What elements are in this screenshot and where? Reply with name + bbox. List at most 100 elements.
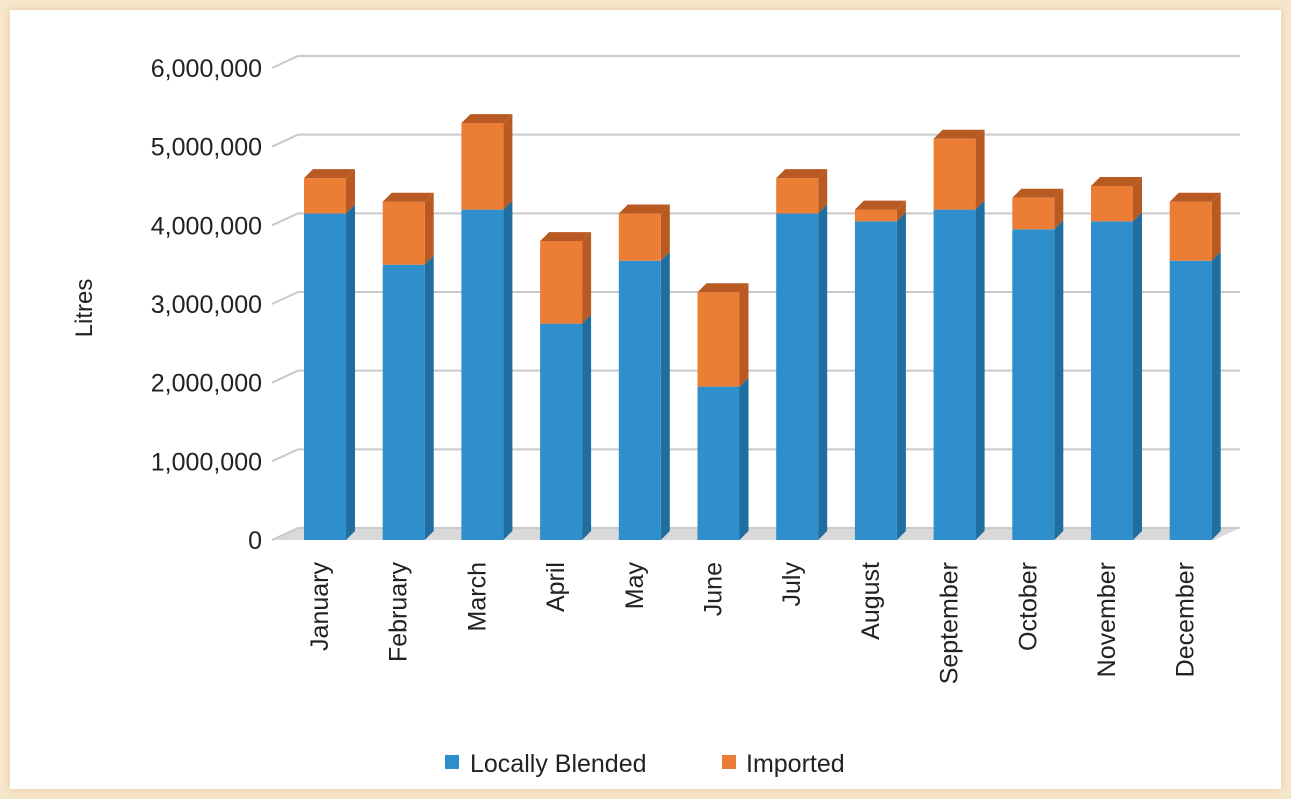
y-axis-ticks: 0 1,000,000 2,000,000 3,000,000 4,000,000 5,0… xyxy=(151,55,262,555)
bar-locally-blended-side xyxy=(1211,251,1221,540)
bar-locally-blended-side xyxy=(582,314,592,540)
bar-locally-blended xyxy=(304,204,355,541)
bar-imported-front xyxy=(854,209,897,222)
x-tick-label: October xyxy=(1014,562,1042,651)
legend-swatch-imported xyxy=(722,755,736,769)
bar-locally-blended-front xyxy=(776,213,819,541)
y-tick-label: 2,000,000 xyxy=(151,370,262,398)
chart-floor xyxy=(272,528,1240,540)
bar-imported-front xyxy=(461,123,504,210)
bar-locally-blended-side xyxy=(424,255,434,540)
legend: Locally Blended Imported xyxy=(445,750,845,778)
bar-imported xyxy=(933,129,985,210)
bar-imported-side xyxy=(346,169,355,214)
bar-imported-side xyxy=(582,232,592,324)
x-tick-label: September xyxy=(936,562,964,684)
bar-locally-blended-side xyxy=(1054,220,1064,540)
bar-imported-side xyxy=(1054,188,1064,230)
gridline xyxy=(271,291,1240,305)
legend-label-locally-blended: Locally Blended xyxy=(470,750,647,778)
bar-imported-top xyxy=(461,114,513,124)
bar-imported xyxy=(304,169,355,214)
x-tick-label: March xyxy=(463,562,491,631)
bar-locally-blended xyxy=(854,212,906,540)
bar-imported-side xyxy=(896,200,906,222)
bar-imported-top xyxy=(618,204,670,214)
y-tick-label: 1,000,000 xyxy=(151,448,262,476)
x-tick-label: May xyxy=(621,562,649,610)
bar-locally-blended-side xyxy=(975,200,985,540)
y-tick-label: 4,000,000 xyxy=(151,212,262,240)
bar-imported-top xyxy=(382,192,434,202)
bar-imported-side xyxy=(818,169,828,214)
x-tick-label: January xyxy=(306,562,334,651)
bar-locally-blended-front xyxy=(1091,221,1133,540)
bar-imported-side xyxy=(1211,192,1221,261)
bar-imported xyxy=(461,114,513,210)
bar-locally-blended-front xyxy=(618,260,661,540)
bar-locally-blended xyxy=(618,251,670,540)
bar-locally-blended xyxy=(1169,251,1221,540)
bar-locally-blended-side xyxy=(346,204,355,541)
bar-imported-top xyxy=(933,129,985,139)
bar-locally-blended-front xyxy=(461,209,504,540)
bar-imported-front xyxy=(1091,186,1133,222)
bar-imported xyxy=(618,204,670,261)
bar-locally-blended xyxy=(933,200,985,540)
bar-imported-front xyxy=(382,201,425,265)
bar-locally-blended-side xyxy=(818,204,828,541)
bar-locally-blended-side xyxy=(660,251,670,540)
bar-imported-front xyxy=(1169,201,1212,261)
bar-imported-side xyxy=(503,114,513,210)
gridline xyxy=(271,212,1240,227)
x-tick-label: April xyxy=(542,562,570,612)
y-tick-label: 5,000,000 xyxy=(151,134,262,162)
bar-locally-blended-front xyxy=(540,323,583,540)
bar-locally-blended-side xyxy=(503,200,513,540)
bar-imported-top xyxy=(1169,192,1221,202)
bar-imported xyxy=(1012,188,1064,230)
legend-swatch-locally-blended xyxy=(445,755,459,769)
bar-imported-top xyxy=(697,283,749,293)
bar-locally-blended-front xyxy=(1169,260,1212,540)
x-tick-label: December xyxy=(1172,562,1200,677)
bar-locally-blended-front xyxy=(304,213,346,541)
bars-layer xyxy=(304,114,1221,541)
bar-imported-front xyxy=(304,178,346,214)
bar-imported-front xyxy=(618,213,661,261)
y-tick-label: 0 xyxy=(248,527,262,555)
bar-imported-top xyxy=(304,169,355,179)
x-tick-label: June xyxy=(700,562,728,616)
bar-imported-front xyxy=(1012,197,1055,230)
gridline xyxy=(271,55,1240,69)
gridline xyxy=(271,369,1240,384)
bar-imported-front xyxy=(697,292,740,387)
bar-locally-blended-front xyxy=(854,221,897,540)
bar-imported-front xyxy=(933,138,976,210)
gridline xyxy=(271,133,1240,148)
legend-label-imported: Imported xyxy=(746,750,845,778)
y-tick-label: 6,000,000 xyxy=(151,55,262,83)
x-tick-label: July xyxy=(778,562,806,607)
gridline xyxy=(271,527,1240,541)
bar-imported xyxy=(697,283,749,387)
y-tick-label: 3,000,000 xyxy=(151,291,262,319)
bar-imported xyxy=(382,192,434,265)
bar-imported-top xyxy=(1091,177,1142,186)
bar-locally-blended-front xyxy=(933,209,976,540)
bar-locally-blended xyxy=(1091,212,1142,540)
bar-locally-blended-side xyxy=(739,377,749,540)
bar-imported-top xyxy=(776,169,828,179)
bar-locally-blended-front xyxy=(1012,229,1055,540)
x-tick-label: November xyxy=(1093,562,1121,677)
bar-locally-blended xyxy=(1012,220,1064,540)
grid-layer xyxy=(271,55,1240,541)
bar-imported-top xyxy=(854,200,906,210)
bar-imported-side xyxy=(424,192,434,265)
bar-imported-front xyxy=(540,241,583,324)
bar-locally-blended xyxy=(461,200,513,540)
bar-locally-blended-front xyxy=(382,264,425,540)
bar-locally-blended-side xyxy=(896,212,906,540)
bar-imported xyxy=(776,169,828,214)
